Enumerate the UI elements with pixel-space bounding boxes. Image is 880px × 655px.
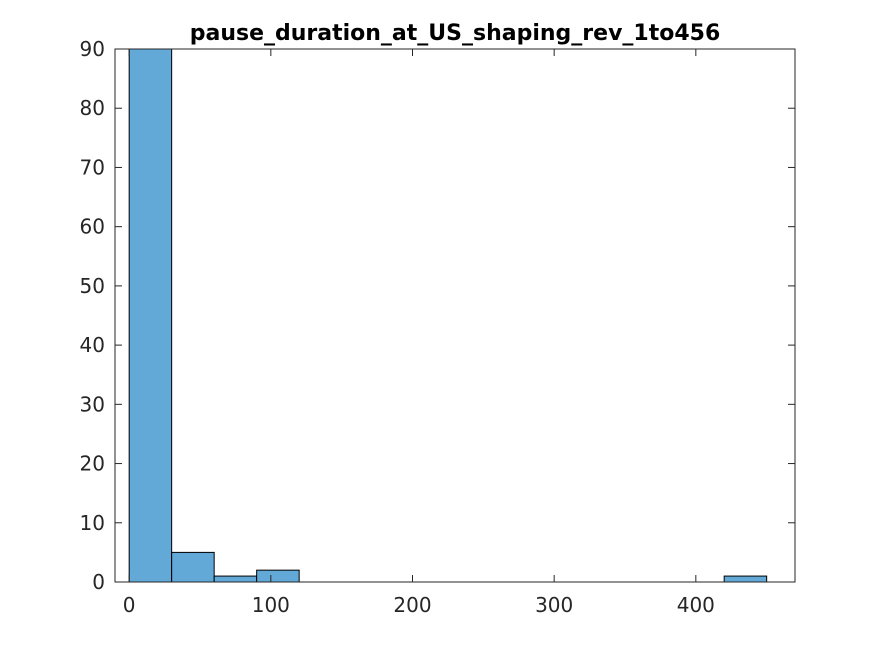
plot-area-frame — [114, 48, 796, 583]
bars-group — [128, 48, 768, 583]
x-tick-label: 200 — [393, 593, 431, 617]
y-tick-label: 70 — [80, 155, 105, 179]
histogram-bar — [723, 575, 768, 583]
histogram-bar — [213, 575, 258, 583]
y-tick-label: 60 — [80, 215, 105, 239]
x-tick-label: 100 — [252, 593, 290, 617]
y-tick-label: 20 — [80, 452, 105, 476]
x-tick-label: 400 — [677, 593, 715, 617]
y-tick-label: 50 — [80, 274, 105, 298]
histogram-bar — [171, 551, 215, 583]
x-tick-label: 0 — [123, 593, 136, 617]
chart-title: pause_duration_at_US_shaping_rev_1to456 — [190, 21, 721, 46]
histogram-bar — [128, 48, 173, 583]
y-tick-label: 10 — [80, 511, 105, 535]
y-tick-label: 0 — [92, 570, 105, 594]
x-axis: 0 100 200 300 400 — [123, 49, 715, 617]
y-axis: 0 10 20 30 40 50 60 70 80 90 — [80, 37, 795, 594]
x-tick-label: 300 — [535, 593, 573, 617]
y-tick-label: 30 — [80, 392, 105, 416]
y-tick-label: 40 — [80, 333, 105, 357]
y-tick-label: 80 — [80, 96, 105, 120]
histogram-bar — [256, 569, 300, 583]
y-tick-label: 90 — [80, 37, 105, 61]
